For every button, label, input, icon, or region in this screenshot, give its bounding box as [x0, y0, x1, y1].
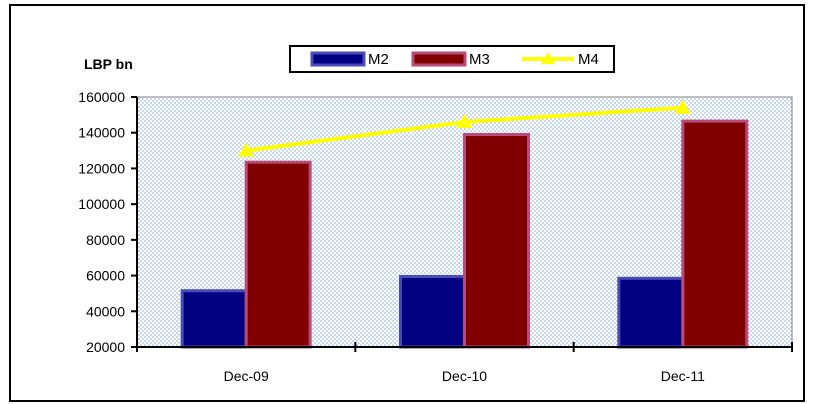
legend-label-m3: M3 — [469, 51, 490, 68]
line-series — [238, 99, 691, 157]
y-tick-label: 60000 — [86, 268, 125, 284]
legend-label-m2: M2 — [368, 51, 389, 68]
legend: M2 M3 M4 — [289, 45, 615, 73]
marker-m4-dec-11 — [674, 99, 691, 114]
bar-m2-dec-09 — [180, 289, 248, 349]
bar-m2-dec-11 — [617, 276, 685, 349]
y-tick-label: 100000 — [78, 196, 125, 212]
y-tick-label: 40000 — [86, 303, 125, 319]
bar-m3-dec-11 — [681, 119, 749, 349]
y-tick-label: 160000 — [78, 89, 125, 105]
x-tick-label: Dec-10 — [442, 368, 487, 384]
bar-m2-dec-10 — [399, 274, 466, 349]
y-axis-label: LBP bn — [84, 56, 133, 72]
bars — [180, 119, 749, 349]
x-axis: Dec-09 Dec-10 Dec-11 — [136, 342, 793, 384]
bar-m3-dec-09 — [244, 160, 312, 349]
x-tick-label: Dec-09 — [224, 368, 269, 384]
legend-swatch-m3 — [411, 51, 467, 67]
y-tick-label: 140000 — [78, 125, 125, 141]
legend-label-m4: M4 — [578, 51, 599, 68]
y-tick-label: 20000 — [86, 339, 125, 355]
x-tick-label: Dec-11 — [661, 368, 705, 384]
y-tick-label: 120000 — [78, 160, 125, 176]
legend-swatch-m2 — [310, 51, 366, 67]
marker-m4-dec-09 — [238, 142, 255, 157]
bar-m3-dec-10 — [463, 133, 530, 349]
marker-m4-dec-10 — [456, 114, 473, 128]
y-axis: 20000 40000 60000 80000 100000 120000 140000 16… — [78, 89, 138, 355]
y-tick-label: 80000 — [86, 232, 125, 248]
legend-marker-m4 — [541, 52, 555, 64]
